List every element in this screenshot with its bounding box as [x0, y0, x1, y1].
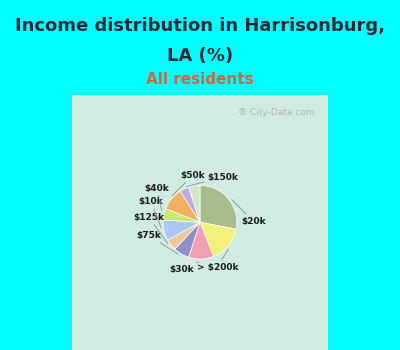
Wedge shape: [163, 209, 200, 222]
Wedge shape: [166, 191, 200, 222]
Wedge shape: [180, 187, 200, 222]
Text: ® City-Data.com: ® City-Data.com: [238, 108, 315, 117]
Text: LA (%): LA (%): [167, 47, 233, 65]
Text: $75k: $75k: [136, 231, 178, 254]
Text: $30k: $30k: [169, 262, 199, 274]
Text: Income distribution in Harrisonburg,: Income distribution in Harrisonburg,: [15, 17, 385, 35]
Wedge shape: [189, 186, 200, 222]
Text: $50k: $50k: [172, 171, 205, 196]
Wedge shape: [189, 222, 214, 259]
Wedge shape: [200, 186, 237, 229]
Text: $20k: $20k: [232, 199, 266, 226]
Wedge shape: [163, 220, 200, 240]
Text: $125k: $125k: [134, 213, 168, 244]
Wedge shape: [168, 222, 200, 249]
Wedge shape: [200, 222, 236, 257]
Text: All residents: All residents: [146, 72, 254, 87]
Wedge shape: [175, 222, 200, 257]
FancyBboxPatch shape: [72, 94, 328, 350]
Text: > $200k: > $200k: [197, 249, 238, 272]
Text: $150k: $150k: [186, 173, 238, 187]
Text: $40k: $40k: [145, 184, 170, 211]
Text: $10k: $10k: [139, 197, 163, 228]
